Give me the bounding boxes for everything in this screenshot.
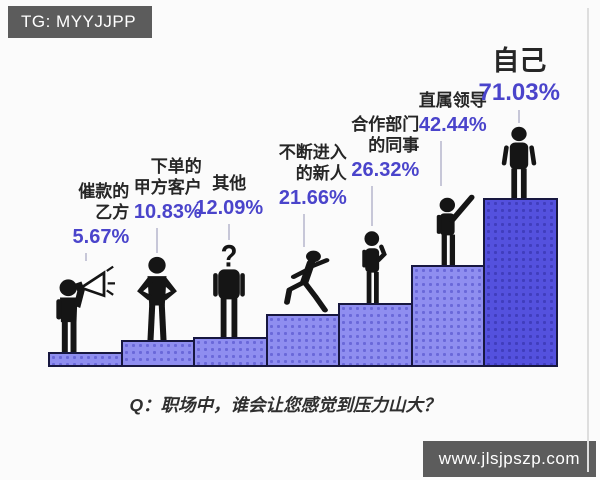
svg-text:?: ? [221, 243, 238, 274]
category-label: 的新人 [295, 164, 347, 183]
chart-question-caption: Q：职场中，谁会让您感觉到压力山大？ [129, 395, 441, 415]
category-label: 合作部门 [351, 115, 420, 134]
stair-bar [483, 198, 558, 367]
label-connector-line [155, 228, 158, 253]
percent-value: 21.66% [278, 187, 347, 209]
standing-figure [496, 126, 542, 198]
bar-label-block: 下单的甲方客户 10.83% [62, 156, 202, 226]
percent-value: 26.32% [351, 159, 420, 181]
stair-bar [120, 340, 195, 367]
label-connector-line [302, 214, 305, 247]
stair-bar [265, 314, 340, 367]
image-edge-line [587, 8, 589, 472]
percent-value: 71.03% [478, 79, 560, 106]
category-label: 乙方 [95, 203, 130, 222]
bar-label-block: 不断进入的新人 21.66% [207, 142, 347, 212]
bar-label-block: 其他 12.09% [159, 173, 299, 222]
watermark-bottom-right: www.jlsjpszp.com [422, 441, 596, 477]
percent-value: 42.44% [418, 114, 487, 136]
stair-bar [48, 352, 123, 367]
megaphone-figure [49, 264, 116, 352]
bar-label-block: 直属领导 42.44% [383, 90, 523, 139]
category-label: 甲方客户 [133, 178, 202, 197]
arm-raised-figure [427, 189, 479, 265]
bar-label-block: 自己 71.03% [449, 45, 589, 108]
category-label: 其他 [212, 174, 247, 193]
category-label: 直属领导 [418, 91, 487, 110]
percent-value: 10.83% [133, 201, 202, 223]
category-label: 的同事 [368, 136, 420, 155]
category-label: 不断进入 [278, 143, 347, 162]
bar-label-block: 催款的乙方 5.67% [0, 181, 130, 251]
category-label: 自己 [492, 46, 547, 76]
label-connector-line [228, 224, 231, 240]
percent-value: 5.67% [72, 226, 130, 248]
thinking-figure [352, 229, 396, 303]
stair-bar [410, 265, 485, 367]
bar-label-block: 合作部门的同事 26.32% [279, 114, 419, 184]
running-figure [277, 250, 335, 314]
category-label: 下单的 [150, 157, 202, 176]
label-connector-line [439, 141, 442, 186]
stair-bar [338, 303, 413, 367]
percent-value: 12.09% [195, 197, 264, 219]
label-connector-line [518, 110, 521, 123]
watermark-top-left: TG: MYYJJPP [8, 6, 153, 38]
hands-on-hips-figure [131, 256, 183, 340]
stair-bar [193, 337, 268, 367]
category-label: 催款的 [78, 182, 130, 201]
label-connector-line [85, 253, 88, 261]
question-head-figure: ? [204, 243, 254, 337]
label-connector-line [371, 186, 374, 226]
